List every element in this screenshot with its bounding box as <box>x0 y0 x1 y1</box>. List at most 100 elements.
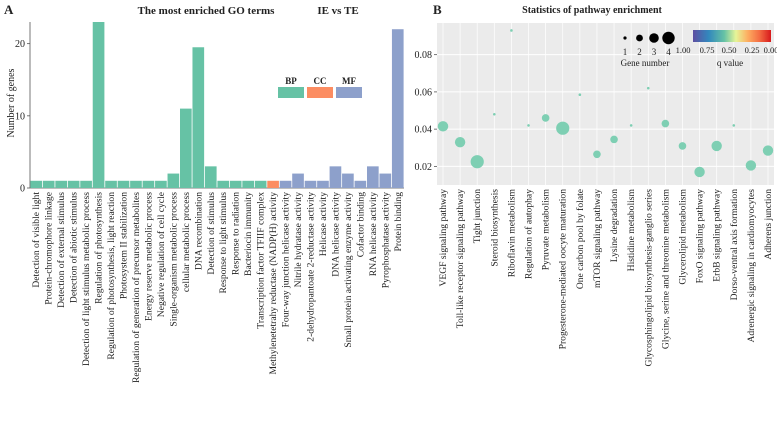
panel-a-legend-swatch <box>336 87 362 98</box>
panel-a-x-tick-label: Detection of external stimulus <box>56 192 67 308</box>
panel-b-x-tick-label: Progesterone-mediated oocyte maturation <box>558 189 569 350</box>
panel-a-bar <box>391 29 404 188</box>
panel-a-bar <box>354 180 367 188</box>
panel-a-bar <box>155 180 167 188</box>
panel-a-x-tick-label: DNA helicase activity <box>330 192 341 277</box>
panel-b-point <box>470 155 484 169</box>
panel-b-point <box>762 145 774 156</box>
panel-a-bar <box>254 180 267 188</box>
panel-b-x-tick-label: Regulation of autophay <box>524 189 535 279</box>
panel-a-bar <box>30 180 43 188</box>
panel-a-x-tick-label: Energy reserve metabolic process <box>143 192 154 321</box>
panel-b-x-tick-label: Glycine, serine and threonine metabolism <box>660 188 671 349</box>
panel-b-x-tick-label: mTOR signaling pathway <box>592 189 603 288</box>
panel-b-plot-area <box>437 23 774 185</box>
panel-b-size-legend-title: Gene number <box>621 58 670 68</box>
panel-a-bar <box>229 180 242 188</box>
panel-b-y-tick-label: 0.06 <box>415 87 433 98</box>
panel-b-point <box>556 121 570 135</box>
panel-a-x-tick-label: DNA recombination <box>193 192 204 270</box>
panel-a-bar <box>180 108 192 188</box>
panel-b-x-tick-label: Riboflavin metabolism <box>506 188 517 277</box>
panel-a-legend-swatch <box>307 87 333 98</box>
panel-b-x-tick-label: Steroid biosynthesis <box>489 189 500 267</box>
panel-a-bar <box>367 166 379 188</box>
panel-a-x-tick-label: 2-dehydropantoate 2-reductase activity <box>306 192 317 342</box>
panel-a-bar <box>267 180 279 188</box>
panel-a-x-tick-label: Methylenetetrahy reductase (NADP(H) acti… <box>268 192 279 375</box>
panel-a-legend-swatch <box>278 87 304 98</box>
panel-b-color-legend-tick: 0.00 <box>764 45 777 55</box>
panel-a-x-tick-label: Regulation of photosynthesis <box>94 192 105 304</box>
panel-a-bar <box>217 180 230 188</box>
panel-b-color-legend-tick: 0.50 <box>722 45 737 55</box>
panel-a-x-tick-label: Protein binding <box>393 192 404 252</box>
panel-a-bar <box>317 180 329 188</box>
panel-b-point <box>711 140 722 152</box>
panel-b-size-legend-label: 3 <box>652 47 657 57</box>
panel-b-x-tick-label: VEGF signaling pathway <box>438 189 449 287</box>
panel-b-point <box>745 160 757 171</box>
panel-b-x-tick-label: Toll-like receptor signaling pathway <box>455 189 466 328</box>
panel-a-x-tick-label: Four-way junction helicase activity <box>281 192 292 328</box>
panel-b-color-legend-title: q value <box>717 58 743 68</box>
panel-a-bar <box>304 180 317 188</box>
panel-b-x-tick-label: FoxO signaling pathway <box>695 189 706 284</box>
panel-b-point <box>578 93 582 96</box>
panel-b-x-tick-label: One carbon pool by folate <box>575 189 586 289</box>
panel-a-x-tick-label: Helicase activity <box>318 192 329 256</box>
panel-b-size-legend-label: 1 <box>623 47 628 57</box>
panel-a-x-tick-label: Pyrophosphatase activity <box>380 192 391 288</box>
panel-a-x-tick-label: Detection of abiotic stimulus <box>69 192 80 303</box>
panel-a-y-tick-label: 20 <box>15 39 25 50</box>
panel-b-color-legend-tick: 1.00 <box>676 45 691 55</box>
panel-a-x-tick-label: Detection of stimulus <box>206 192 217 275</box>
panel-b-x-tick-label: Glycosphingolipid biosynthesis-ganglio s… <box>643 189 654 367</box>
panel-a-letter: A <box>4 2 14 17</box>
panel-a-bar <box>55 180 67 188</box>
panel-a-x-tick-label: Bacteriocin immunity <box>243 192 254 276</box>
panel-b-y-tick-label: 0.08 <box>415 50 433 61</box>
panel-b-x-tick-label: Histidine metabolism <box>626 188 637 271</box>
panel-a-bar <box>117 180 130 188</box>
panel-a-legend-label: CC <box>314 76 327 86</box>
panel-a-x-tick-label: Photosystem II stabilization <box>119 192 130 299</box>
panel-a-bar <box>279 180 292 188</box>
panel-a-x-tick-label: Single-organism metabolic process <box>168 192 179 327</box>
panel-b-point <box>694 166 705 178</box>
panel-b-color-legend-tick: 0.75 <box>700 45 715 55</box>
panel-a-bar-chart: A The most enriched GO terms IE vs TE Nu… <box>4 2 404 383</box>
panel-b-color-legend-tick: 0.25 <box>745 45 760 55</box>
panel-a-x-tick-label: Protein-chromophore linkage <box>44 192 55 305</box>
panel-a-bar <box>242 180 254 188</box>
panel-b-title: Statistics of pathway enrichment <box>522 5 662 16</box>
panel-a-x-tick-label: Negative regulation of cell cycle <box>156 192 167 317</box>
panel-b-bubble-chart: B Statistics of pathway enrichment 0.02 0… <box>415 2 777 366</box>
panel-a-bar <box>192 47 205 189</box>
panel-b-point <box>678 142 687 150</box>
panel-a-legend-label: BP <box>285 76 297 86</box>
panel-b-x-tick-label: Lysine degradation <box>609 189 620 262</box>
panel-a-ylabel: Number of genes <box>6 68 17 137</box>
panel-a-x-tick-label: Nitrile hydratase activity <box>293 192 304 288</box>
panel-b-point <box>437 121 449 132</box>
panel-b-point <box>629 124 633 127</box>
panel-b-letter: B <box>433 2 442 17</box>
panel-a-x-tick-label: Small protein activating enzyme activity <box>343 192 354 348</box>
panel-a-title: The most enriched GO terms <box>138 5 276 17</box>
panel-a-x-tick-label: RNA helicase activity <box>368 192 379 276</box>
panel-b-x-tick-label: Pyruvate metabolism <box>541 188 552 270</box>
panel-b-y-tick-label: 0.04 <box>415 125 433 136</box>
panel-a-bar <box>329 166 342 188</box>
panel-a-bar <box>67 180 80 188</box>
panel-a-bar <box>105 180 117 188</box>
panel-a-x-tick-label: Regulation of generation of precursor me… <box>131 192 142 383</box>
panel-b-x-tick-label: Glycerolipid metabolism <box>677 188 688 284</box>
panel-a-bar <box>342 173 354 188</box>
panel-b-point <box>454 136 466 148</box>
panel-b-size-legend-label: 4 <box>666 47 671 57</box>
panel-a-comparison: IE vs TE <box>317 5 358 17</box>
panel-b-size-legend-label: 2 <box>637 47 642 57</box>
panel-b-point <box>661 119 670 128</box>
